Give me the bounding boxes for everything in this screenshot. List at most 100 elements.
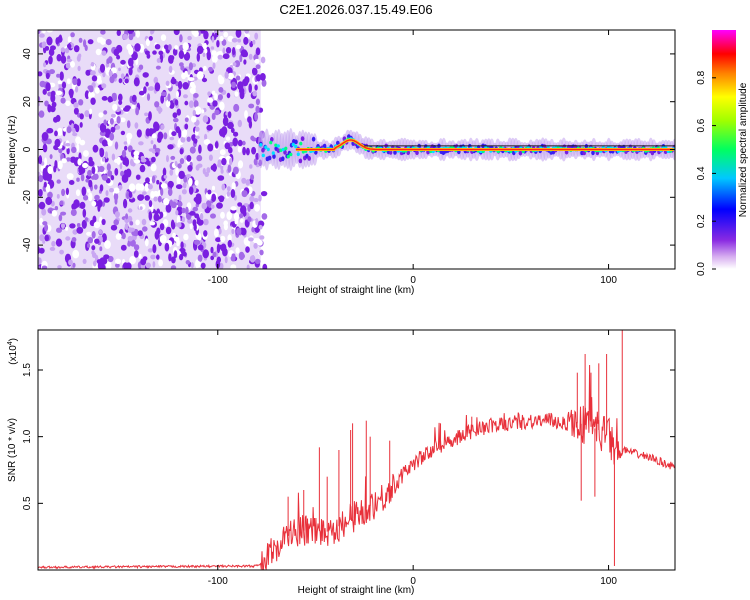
noise-speckle <box>142 191 147 196</box>
noise-speckle <box>90 70 96 76</box>
noise-speckle <box>148 148 155 152</box>
noise-speckle <box>160 94 165 104</box>
noise-speckle <box>103 254 110 260</box>
noise-speckle <box>98 165 105 173</box>
noise-speckle <box>54 206 59 211</box>
noise-speckle <box>219 128 226 137</box>
noise-speckle <box>72 78 78 86</box>
noise-speckle <box>218 87 224 93</box>
noise-speckle <box>135 219 140 226</box>
noise-speckle <box>39 234 45 242</box>
band-speckle <box>270 137 274 142</box>
noise-speckle <box>207 143 214 152</box>
noise-speckle <box>118 78 123 84</box>
noise-speckle <box>189 146 196 154</box>
noise-speckle <box>127 241 131 247</box>
noise-speckle <box>179 148 184 155</box>
noise-speckle <box>137 230 143 237</box>
colorbar-tick-label: 0.0 <box>696 262 707 276</box>
noise-speckle <box>55 114 61 122</box>
noise-speckle <box>91 75 98 82</box>
noise-speckle <box>219 30 224 33</box>
noise-speckle <box>259 235 265 240</box>
noise-speckle <box>186 213 192 220</box>
noise-speckle <box>254 258 261 265</box>
band-speckle <box>281 156 285 162</box>
noise-speckle <box>186 174 192 178</box>
noise-speckle <box>255 105 260 114</box>
noise-speckle <box>145 262 151 269</box>
noise-speckle <box>104 240 111 249</box>
noise-speckle <box>159 234 167 244</box>
noise-speckle <box>151 175 156 184</box>
noise-speckle <box>66 126 72 134</box>
noise-speckle <box>114 125 121 130</box>
noise-speckle <box>57 160 63 170</box>
noise-speckle <box>172 48 178 56</box>
noise-speckle <box>76 223 81 228</box>
noise-speckle <box>133 159 141 164</box>
noise-speckle <box>220 235 226 243</box>
noise-speckle <box>112 73 118 79</box>
noise-speckle <box>65 62 71 69</box>
noise-speckle <box>68 180 75 185</box>
noise-speckle <box>76 78 81 87</box>
noise-speckle <box>59 200 64 206</box>
band-speckle <box>591 150 595 156</box>
colorbar-tick-label: 0.6 <box>696 118 707 132</box>
band-speckle <box>259 143 263 147</box>
band-speckle <box>298 158 303 164</box>
noise-speckle <box>142 226 148 232</box>
noise-speckle <box>228 146 233 154</box>
noise-speckle <box>230 127 235 133</box>
noise-speckle <box>68 259 73 266</box>
noise-speckle <box>38 96 41 103</box>
noise-speckle <box>143 86 147 94</box>
noise-speckle <box>61 81 67 89</box>
noise-speckle <box>237 145 242 153</box>
noise-speckle <box>252 238 259 243</box>
noise-speckle <box>128 57 134 67</box>
band-speckle <box>311 136 316 142</box>
noise-speckle <box>175 184 183 190</box>
band-speckle <box>291 142 295 147</box>
noise-speckle <box>196 219 204 226</box>
noise-speckle <box>104 128 111 138</box>
noise-speckle <box>128 191 133 198</box>
noise-speckle <box>38 257 42 265</box>
noise-speckle <box>144 183 150 192</box>
colorbar-label: Normalized spectral amplitude <box>738 82 749 217</box>
noise-speckle <box>203 65 207 71</box>
noise-speckle <box>110 113 116 118</box>
noise-speckle <box>57 265 62 269</box>
noise-speckle <box>94 184 98 190</box>
noise-speckle <box>118 93 123 102</box>
noise-speckle <box>210 246 214 254</box>
noise-speckle <box>204 48 208 54</box>
svg-text:(x104): (x104) <box>7 338 19 365</box>
noise-speckle <box>47 166 53 174</box>
noise-speckle <box>227 121 234 130</box>
noise-speckle <box>54 138 61 148</box>
noise-speckle <box>91 250 95 255</box>
noise-speckle <box>170 155 176 160</box>
noise-speckle <box>154 44 161 50</box>
noise-speckle <box>39 217 44 226</box>
noise-speckle <box>45 138 52 145</box>
noise-speckle <box>101 139 108 147</box>
noise-speckle <box>227 239 232 248</box>
noise-speckle <box>148 211 153 221</box>
noise-speckle <box>148 200 153 208</box>
noise-speckle <box>164 242 170 252</box>
noise-speckle <box>115 263 120 268</box>
noise-speckle <box>126 43 132 51</box>
noise-speckle <box>72 132 78 137</box>
noise-speckles <box>38 30 268 269</box>
noise-speckle <box>121 149 127 158</box>
noise-speckle <box>175 167 179 176</box>
noise-speckle <box>45 171 52 182</box>
noise-speckle <box>147 87 152 91</box>
snr-panel: -100 0 100 0.5 1.0 1.5 Height of straight lin… <box>7 329 676 596</box>
noise-speckle <box>189 81 195 88</box>
